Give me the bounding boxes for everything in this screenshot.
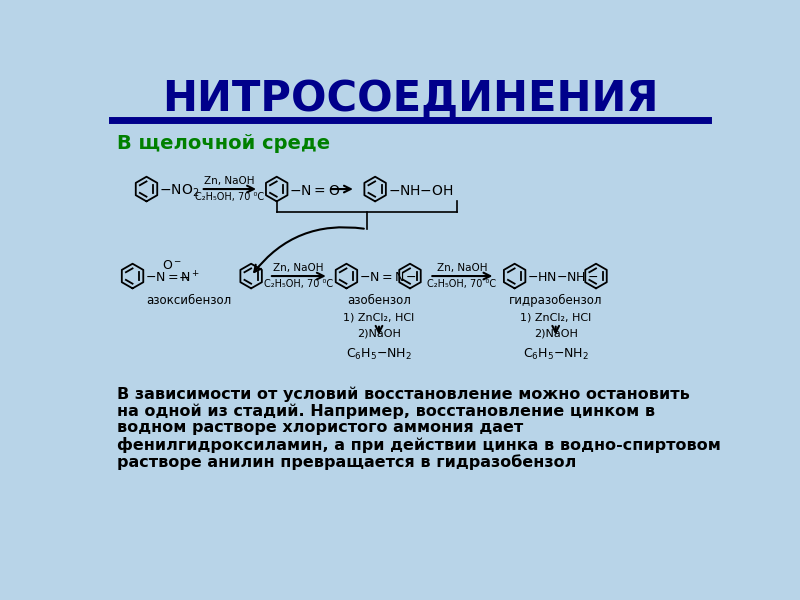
Text: 1) ZnCl₂, HCl: 1) ZnCl₂, HCl <box>520 312 591 322</box>
Text: Zn, NaOH: Zn, NaOH <box>204 176 254 185</box>
Text: НИТРОСОЕДИНЕНИЯ: НИТРОСОЕДИНЕНИЯ <box>162 78 658 120</box>
Text: $\mathsf{-NH{-}OH}$: $\mathsf{-NH{-}OH}$ <box>387 184 453 197</box>
Text: гидразобензол: гидразобензол <box>509 294 602 307</box>
Text: C₂H₅OH, 70 ⁰C: C₂H₅OH, 70 ⁰C <box>264 279 333 289</box>
Text: Zn, NaOH: Zn, NaOH <box>437 263 487 272</box>
Text: В щелочной среде: В щелочной среде <box>117 134 330 152</box>
Text: растворе анилин превращается в гидразобензол: растворе анилин превращается в гидразобе… <box>117 454 577 470</box>
Text: C₂H₅OH, 70 ⁰C: C₂H₅OH, 70 ⁰C <box>427 279 497 289</box>
Text: $\mathsf{O}^-$: $\mathsf{O}^-$ <box>162 259 182 272</box>
Text: $\mathsf{-NO_2}$: $\mathsf{-NO_2}$ <box>159 182 199 199</box>
Text: азобензол: азобензол <box>347 294 411 307</box>
Text: $-$: $-$ <box>178 271 189 284</box>
Text: 1) ZnCl₂, HCl: 1) ZnCl₂, HCl <box>343 312 414 322</box>
Text: C$_6$H$_5$$-$NH$_2$: C$_6$H$_5$$-$NH$_2$ <box>523 347 589 362</box>
Text: C₂H₅OH, 70 ⁰C: C₂H₅OH, 70 ⁰C <box>195 192 264 202</box>
Text: C$_6$H$_5$$-$NH$_2$: C$_6$H$_5$$-$NH$_2$ <box>346 347 412 362</box>
Text: 2)NaOH: 2)NaOH <box>357 328 401 338</box>
Text: $\mathsf{-N{=}O}$: $\mathsf{-N{=}O}$ <box>289 184 340 197</box>
Text: на одной из стадий. Например, восстановление цинком в: на одной из стадий. Например, восстановл… <box>117 403 655 419</box>
Text: азоксибензол: азоксибензол <box>146 294 232 307</box>
Text: В зависимости от условий восстановление можно остановить: В зависимости от условий восстановление … <box>117 386 690 401</box>
Text: фенилгидроксиламин, а при действии цинка в водно-спиртовом: фенилгидроксиламин, а при действии цинка… <box>117 437 721 453</box>
Text: 2)NaOH: 2)NaOH <box>534 328 578 338</box>
Text: Zn, NaOH: Zn, NaOH <box>273 263 324 272</box>
Text: $\mathsf{-N{=}N}^+$: $\mathsf{-N{=}N}^+$ <box>145 270 200 285</box>
Text: $\mathsf{-HN{-}NH-}$: $\mathsf{-HN{-}NH-}$ <box>527 271 598 284</box>
Text: $\mathsf{-N{=}N-}$: $\mathsf{-N{=}N-}$ <box>359 271 417 284</box>
Text: водном растворе хлористого аммония дает: водном растворе хлористого аммония дает <box>117 420 523 435</box>
